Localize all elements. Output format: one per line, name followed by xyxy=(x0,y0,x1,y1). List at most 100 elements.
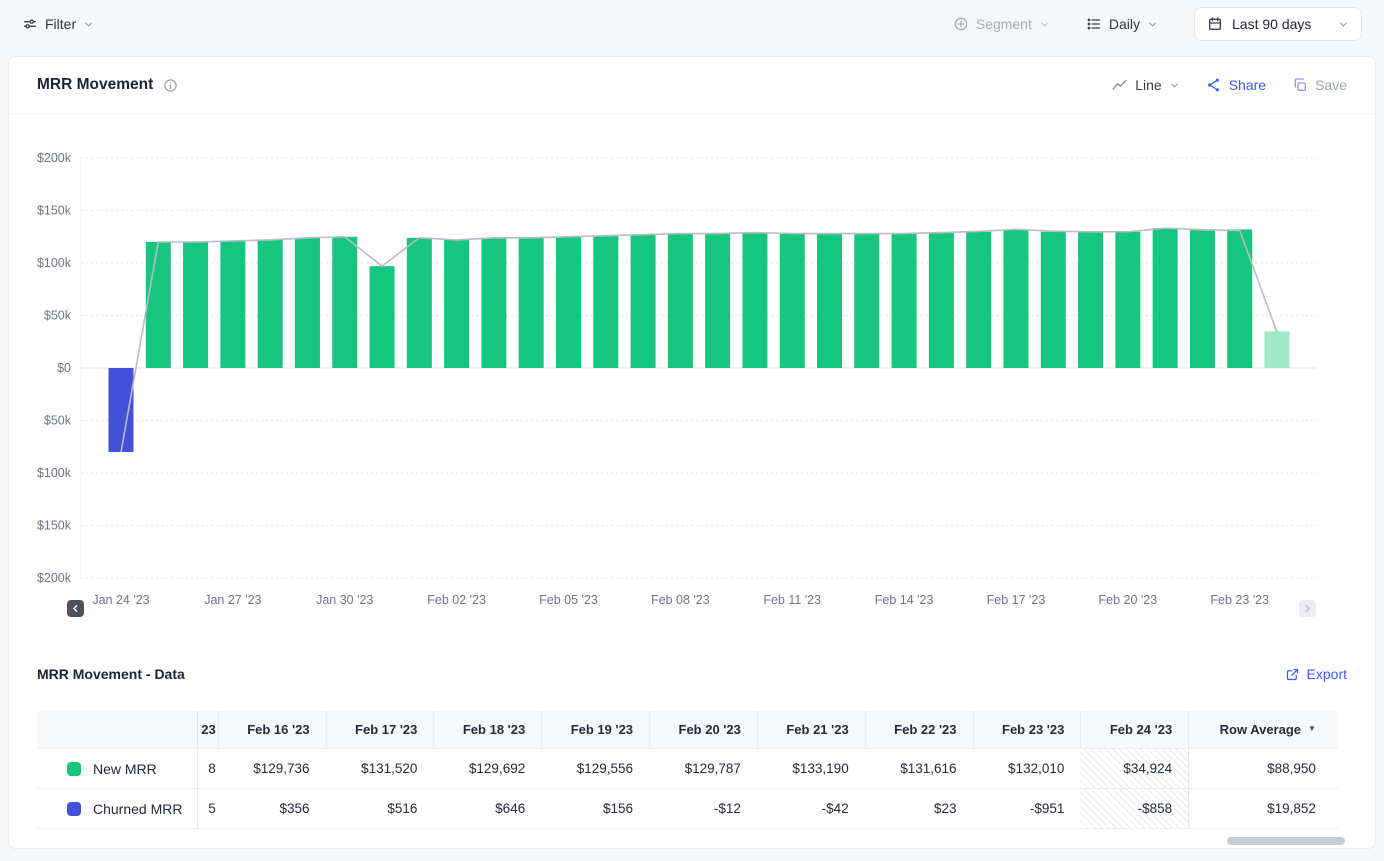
table-cell: $131,616 xyxy=(900,761,957,776)
x-axis-label: Jan 27 '23 xyxy=(204,593,261,607)
table-cell: $131,520 xyxy=(361,761,418,776)
bar-new-mrr[interactable] xyxy=(294,237,320,368)
copy-icon xyxy=(1292,77,1308,93)
bar-new-mrr[interactable] xyxy=(1189,229,1215,368)
table-header-row: 23 Feb 16 '23 Feb 17 '23 Feb 18 '23 Feb 19 '… xyxy=(37,711,1338,749)
clipped-column-header: 23 xyxy=(201,722,216,737)
bar-new-mrr[interactable] xyxy=(1264,331,1290,368)
bar-new-mrr[interactable] xyxy=(928,232,954,368)
bar-new-mrr[interactable] xyxy=(1227,229,1253,368)
segment-label: Segment xyxy=(975,16,1032,32)
y-axis-label: $150k xyxy=(37,204,72,218)
card-header: MRR Movement Line Share xyxy=(9,57,1375,114)
x-axis-label: Feb 11 '23 xyxy=(763,593,821,607)
bar-new-mrr[interactable] xyxy=(705,233,731,368)
filter-button[interactable]: Filter xyxy=(22,16,94,32)
sort-desc-icon: ▼ xyxy=(1308,724,1316,733)
chevron-down-icon xyxy=(1169,80,1180,91)
chart-scroll-right-button[interactable] xyxy=(1299,600,1316,617)
save-button[interactable]: Save xyxy=(1292,77,1347,93)
row-average-cell: $88,950 xyxy=(1188,749,1338,788)
info-icon[interactable] xyxy=(163,78,178,93)
chart-scroll-left-button[interactable] xyxy=(67,600,84,617)
bar-new-mrr[interactable] xyxy=(444,239,470,368)
bar-new-mrr[interactable] xyxy=(1003,229,1029,368)
table-cell: $129,787 xyxy=(684,761,741,776)
chart-type-selector[interactable]: Line xyxy=(1111,77,1179,94)
chart-area: $200k $150k $100k $50k $0 $50k $100k $150k $200k… xyxy=(9,114,1375,641)
granularity-button[interactable]: Daily xyxy=(1086,16,1158,32)
bar-new-mrr[interactable] xyxy=(779,233,805,368)
mrr-movement-chart: $200k $150k $100k $50k $0 $50k $100k $150k $200k… xyxy=(37,151,1317,607)
clipped-cell: 5 xyxy=(208,801,216,816)
column-header: Feb 23 '23 xyxy=(972,711,1081,748)
x-axis-label: Feb 05 '23 xyxy=(539,593,598,607)
table-cell: $356 xyxy=(279,801,310,816)
bar-new-mrr[interactable] xyxy=(1115,231,1141,368)
chevron-down-icon xyxy=(1147,19,1158,30)
bar-new-mrr[interactable] xyxy=(742,232,768,368)
bar-new-mrr[interactable] xyxy=(817,233,843,368)
bar-new-mrr[interactable] xyxy=(220,240,246,368)
segment-button[interactable]: Segment xyxy=(953,16,1050,32)
column-header: Feb 24 '23 xyxy=(1080,711,1188,748)
table-cell: $129,692 xyxy=(468,761,526,776)
data-section: MRR Movement - Data Export 23 Feb 16 '23 F… xyxy=(9,641,1375,829)
legend-swatch xyxy=(67,761,81,776)
x-axis-label: Jan 30 '23 xyxy=(316,593,373,607)
bar-new-mrr[interactable] xyxy=(332,236,358,368)
y-axis-label: $200k xyxy=(37,151,72,165)
bar-new-mrr[interactable] xyxy=(257,239,283,368)
table-cell: $23 xyxy=(934,801,957,816)
horizontal-scrollbar[interactable] xyxy=(37,837,1347,845)
bar-new-mrr[interactable] xyxy=(1152,228,1178,368)
export-button[interactable]: Export xyxy=(1285,666,1347,682)
bar-new-mrr[interactable] xyxy=(667,233,693,368)
bar-new-mrr[interactable] xyxy=(369,266,395,368)
date-range-button[interactable]: Last 90 days xyxy=(1194,7,1362,41)
bar-new-mrr[interactable] xyxy=(555,236,581,368)
table-cell: $129,556 xyxy=(576,761,634,776)
column-header: Feb 21 '23 xyxy=(756,711,865,748)
filter-icon xyxy=(22,16,38,32)
table-row: Churned MRR 5 $356 $516 $646 $156 -$12 -$42 $23 -… xyxy=(37,789,1338,829)
row-label: Churned MRR xyxy=(93,800,183,817)
x-axis-label: Feb 02 '23 xyxy=(427,593,486,607)
bar-churned-mrr[interactable] xyxy=(108,368,134,452)
bar-new-mrr[interactable] xyxy=(854,233,880,368)
bar-new-mrr[interactable] xyxy=(630,234,656,368)
bar-new-mrr[interactable] xyxy=(145,242,171,368)
page-title: MRR Movement xyxy=(37,76,154,93)
line-chart-icon xyxy=(1111,77,1128,94)
column-header: Feb 17 '23 xyxy=(325,711,434,748)
share-button[interactable]: Share xyxy=(1206,77,1266,93)
table-row: New MRR 8 $129,736 $131,520 $129,692 $129,556… xyxy=(37,749,1338,789)
bar-new-mrr[interactable] xyxy=(966,231,992,368)
bar-new-mrr[interactable] xyxy=(1040,231,1066,368)
filter-label: Filter xyxy=(45,16,77,32)
table-cell: $133,190 xyxy=(792,761,849,776)
export-label: Export xyxy=(1306,666,1347,682)
bar-new-mrr[interactable] xyxy=(891,233,917,368)
clipped-cell: 8 xyxy=(208,761,216,776)
row-average-header[interactable]: Row Average ▼ xyxy=(1188,711,1338,748)
table-cell: -$858 xyxy=(1080,789,1189,828)
calendar-icon xyxy=(1207,16,1223,32)
column-header: Feb 20 '23 xyxy=(649,711,757,748)
bar-new-mrr[interactable] xyxy=(183,242,209,368)
x-axis-label: Jan 24 '23 xyxy=(92,593,149,607)
mrr-data-table: 23 Feb 16 '23 Feb 17 '23 Feb 18 '23 Feb 19 '… xyxy=(37,711,1347,829)
column-header: Feb 22 '23 xyxy=(864,711,973,748)
bar-new-mrr[interactable] xyxy=(518,237,544,368)
bar-new-mrr[interactable] xyxy=(481,237,507,368)
horizontal-scrollbar-thumb[interactable] xyxy=(1227,837,1345,845)
segment-icon xyxy=(953,16,969,32)
legend-header-spacer xyxy=(37,711,198,748)
column-header: Feb 16 '23 xyxy=(217,711,326,748)
bar-new-mrr[interactable] xyxy=(593,235,619,368)
bar-new-mrr[interactable] xyxy=(406,237,432,368)
y-axis-label: $50k xyxy=(44,414,72,428)
bar-new-mrr[interactable] xyxy=(1078,231,1104,368)
chevron-down-icon xyxy=(1039,19,1050,30)
table-cell: $34,924 xyxy=(1080,749,1189,788)
